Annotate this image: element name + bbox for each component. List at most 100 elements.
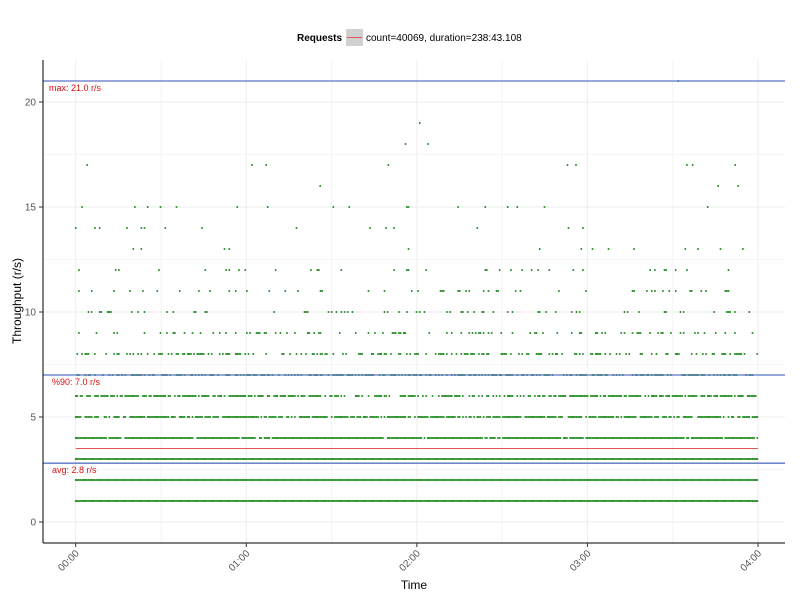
data-point xyxy=(233,395,235,397)
data-point xyxy=(97,416,99,418)
data-point xyxy=(647,500,650,502)
data-point xyxy=(658,479,661,481)
data-point xyxy=(119,500,122,502)
data-point xyxy=(748,479,751,481)
data-point xyxy=(249,500,251,502)
data-point xyxy=(468,479,471,481)
data-point xyxy=(404,332,407,334)
data-point xyxy=(361,458,363,460)
data-point xyxy=(166,479,168,481)
data-point xyxy=(417,395,419,397)
data-point xyxy=(308,458,311,460)
data-point xyxy=(564,395,567,397)
data-point xyxy=(567,416,570,418)
data-point xyxy=(438,416,440,418)
data-point xyxy=(482,353,485,355)
data-point xyxy=(204,437,207,439)
data-point xyxy=(377,500,379,502)
data-point xyxy=(183,332,186,334)
data-point xyxy=(87,311,90,313)
data-point xyxy=(446,500,448,502)
data-point xyxy=(220,479,223,481)
data-point xyxy=(254,395,256,397)
data-point xyxy=(639,395,642,397)
data-point xyxy=(119,437,122,439)
data-point xyxy=(284,500,287,502)
data-point xyxy=(188,416,191,418)
data-point xyxy=(183,416,186,418)
data-point xyxy=(473,479,475,481)
data-point xyxy=(234,458,237,460)
data-point xyxy=(657,416,659,418)
legend: Requests count=40069, duration=238:43.10… xyxy=(297,29,522,46)
data-point xyxy=(238,437,240,439)
data-point xyxy=(713,353,715,355)
data-point xyxy=(258,458,261,460)
data-point xyxy=(441,458,443,460)
data-point xyxy=(727,290,730,292)
data-point xyxy=(756,416,759,418)
data-point xyxy=(151,479,154,481)
data-point xyxy=(356,500,359,502)
data-point xyxy=(174,395,176,397)
data-point xyxy=(390,479,392,481)
data-point xyxy=(710,437,712,439)
data-point xyxy=(438,395,440,397)
data-point xyxy=(92,437,95,439)
data-point xyxy=(417,458,419,460)
data-point xyxy=(486,458,488,460)
data-point xyxy=(401,416,403,418)
data-point xyxy=(335,479,338,481)
data-point xyxy=(719,416,722,418)
data-point xyxy=(665,269,667,271)
data-point xyxy=(684,479,687,481)
data-point xyxy=(167,479,170,481)
data-point xyxy=(409,458,411,460)
data-point xyxy=(500,332,503,334)
data-point xyxy=(639,353,642,355)
data-point xyxy=(618,479,621,481)
data-point xyxy=(257,395,259,397)
data-point xyxy=(324,353,327,355)
data-point xyxy=(649,500,651,502)
data-point xyxy=(745,500,747,502)
data-point xyxy=(278,458,280,460)
data-point xyxy=(230,416,232,418)
data-point xyxy=(746,395,749,397)
data-point xyxy=(380,437,383,439)
data-point xyxy=(710,458,712,460)
data-point xyxy=(201,227,203,229)
data-point xyxy=(540,353,543,355)
data-point xyxy=(623,437,626,439)
data-point xyxy=(388,479,391,481)
data-point xyxy=(518,437,520,439)
data-point xyxy=(407,269,410,271)
data-point xyxy=(226,479,229,481)
data-point xyxy=(332,458,335,460)
data-point xyxy=(679,437,682,439)
data-point xyxy=(287,395,290,397)
data-point xyxy=(79,458,82,460)
data-point xyxy=(460,500,463,502)
data-point xyxy=(418,416,421,418)
data-point xyxy=(500,353,503,355)
data-point xyxy=(754,479,757,481)
data-point xyxy=(297,437,299,439)
data-point xyxy=(274,500,277,502)
data-point xyxy=(199,416,202,418)
data-point xyxy=(202,437,205,439)
data-point xyxy=(414,437,416,439)
data-point xyxy=(516,206,519,208)
data-point xyxy=(170,458,173,460)
data-point xyxy=(385,479,387,481)
data-point xyxy=(649,269,651,271)
data-point xyxy=(519,437,522,439)
data-point xyxy=(745,437,747,439)
data-point xyxy=(78,479,80,481)
data-point xyxy=(212,416,215,418)
data-point xyxy=(281,437,283,439)
data-point xyxy=(594,437,597,439)
data-point xyxy=(380,500,383,502)
data-point xyxy=(266,437,269,439)
data-point xyxy=(170,500,173,502)
